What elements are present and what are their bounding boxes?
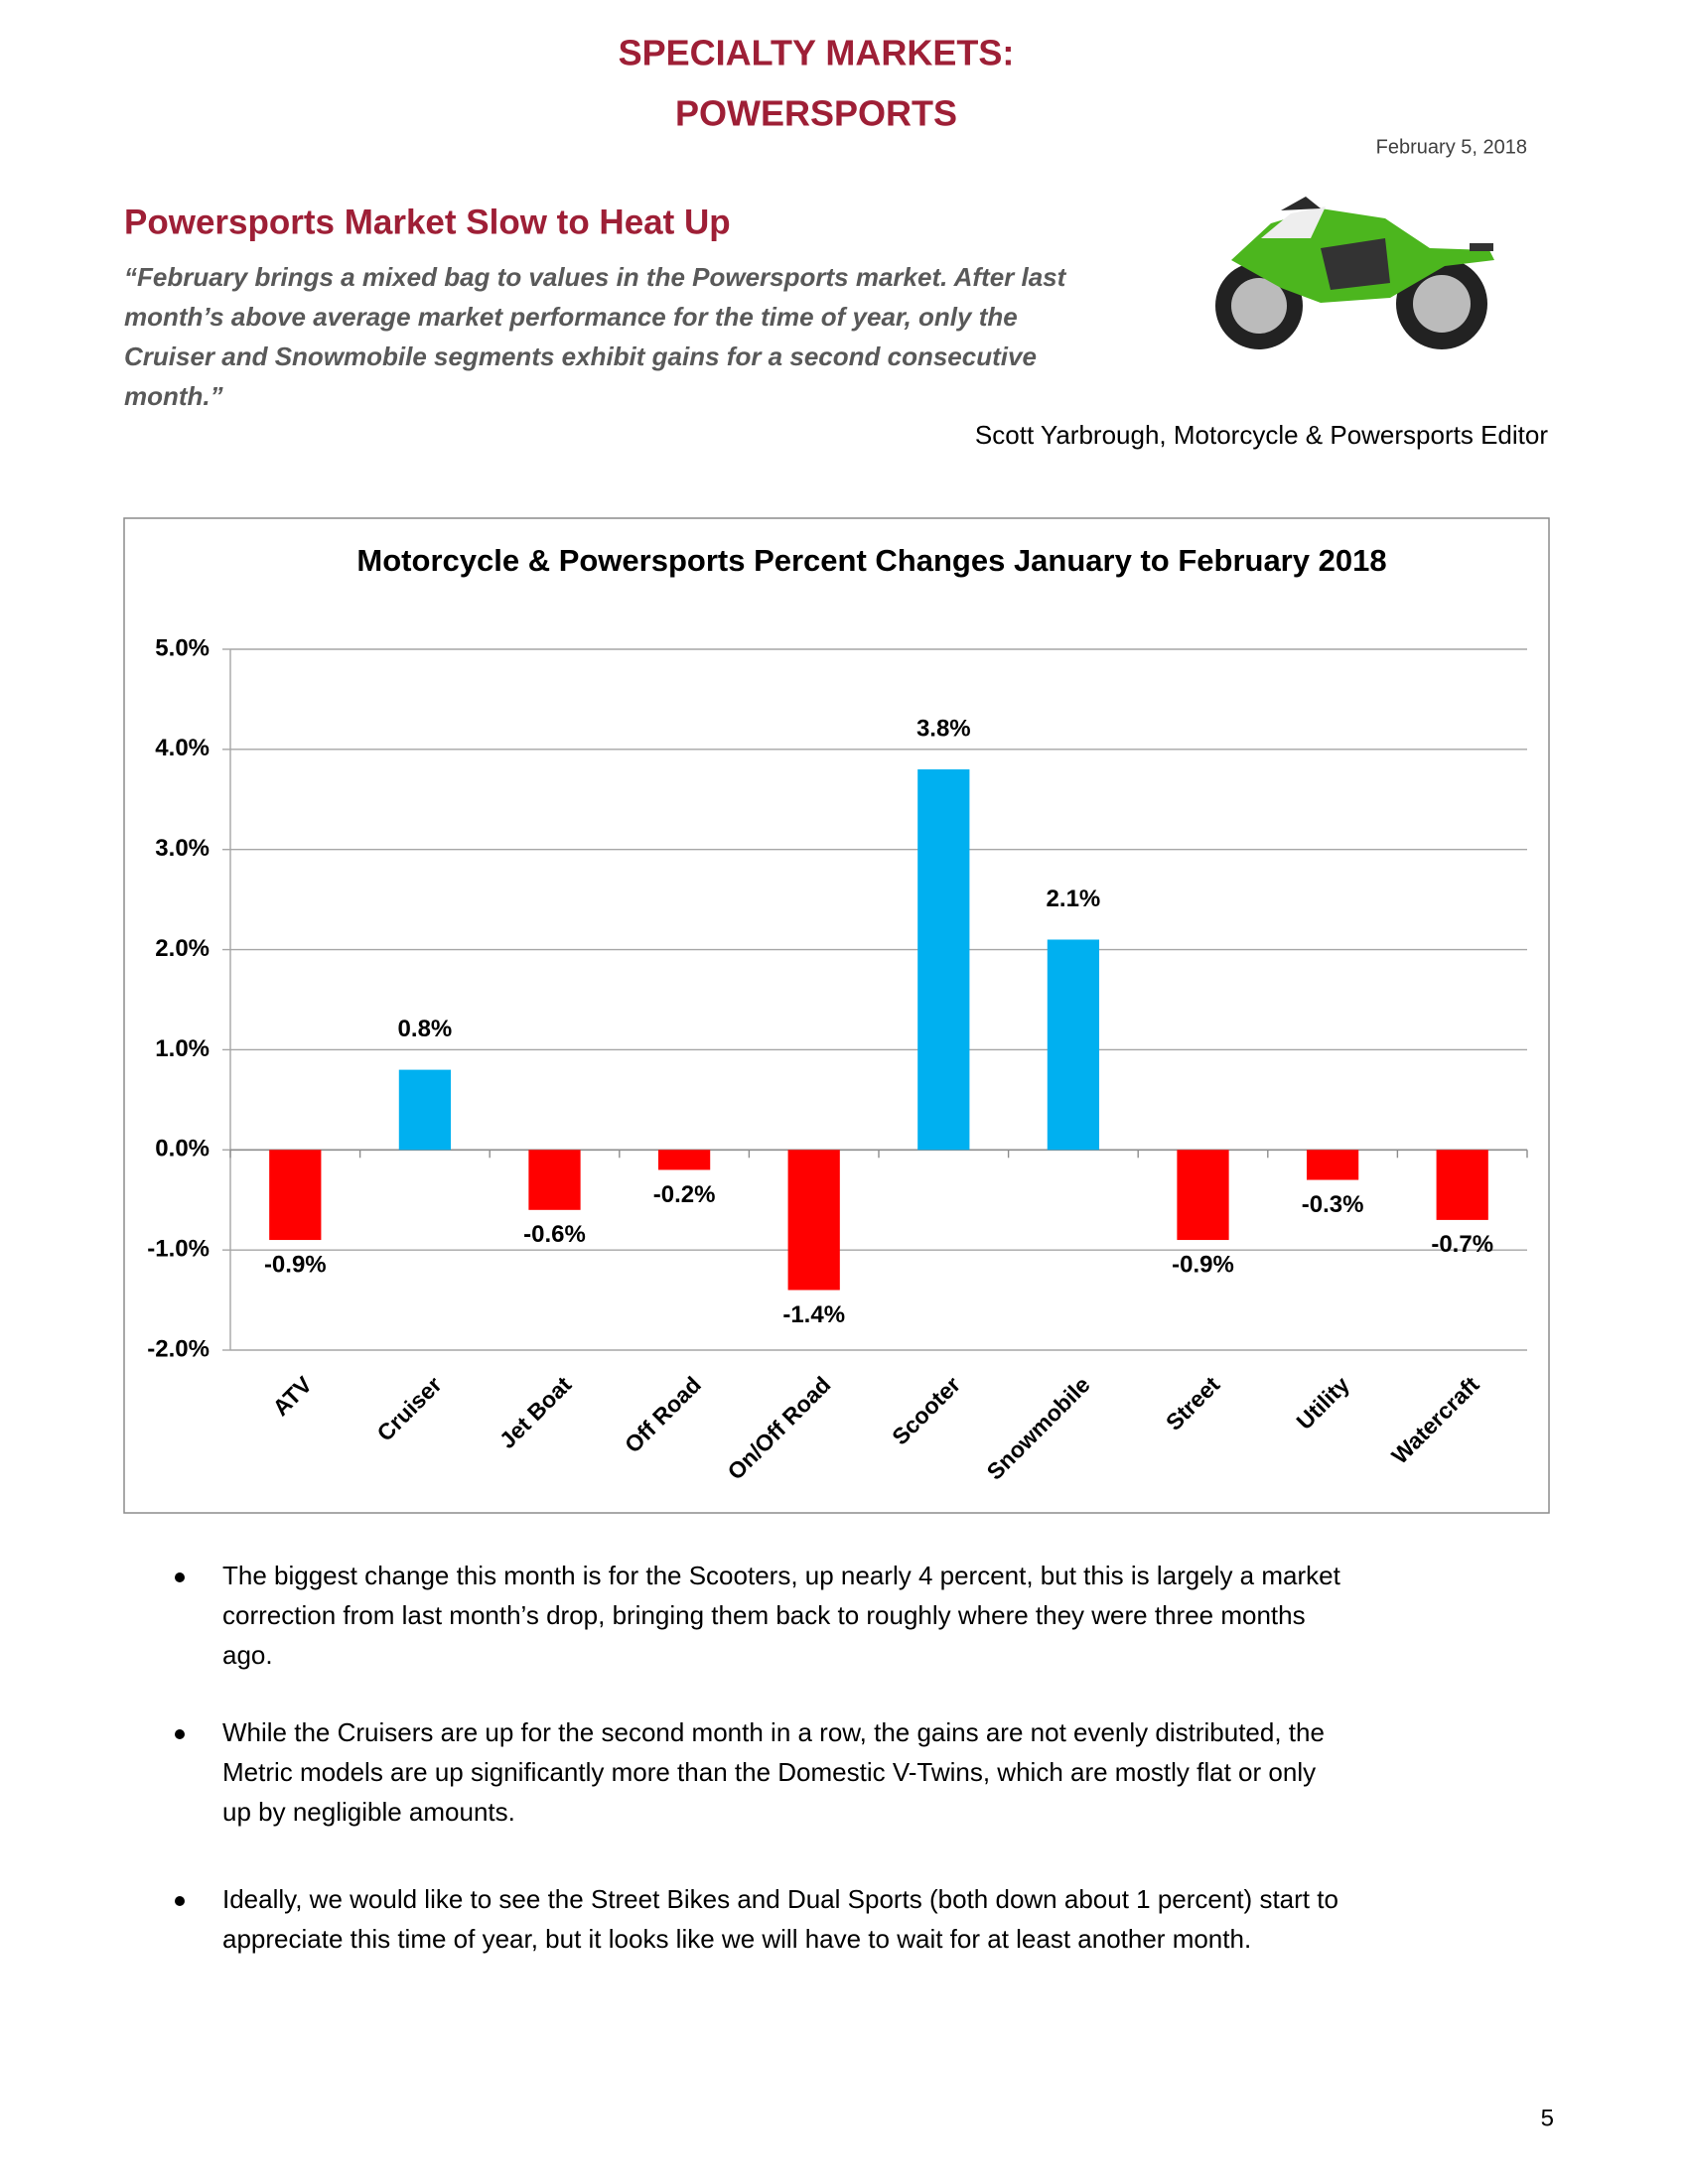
x-tick-label: Jet Boat — [494, 1371, 577, 1453]
date: February 5, 2018 — [1376, 136, 1527, 158]
bar — [1177, 1150, 1229, 1241]
bar — [1047, 939, 1100, 1151]
chart-title: Motorcycle & Powersports Percent Changes… — [356, 543, 1386, 578]
y-tick-label: -1.0% — [147, 1235, 210, 1262]
motorcycle-image — [1215, 197, 1494, 349]
x-tick-label: Utility — [1291, 1371, 1354, 1434]
data-label: -0.6% — [523, 1221, 586, 1248]
bullet-dot — [175, 1896, 185, 1906]
section-title: POWERSPORTS — [675, 93, 957, 134]
x-tick-label: Street — [1161, 1371, 1225, 1435]
bar — [528, 1150, 581, 1210]
bullet-text: Ideally, we would like to see the Street… — [222, 1884, 1338, 1914]
data-label: 3.8% — [916, 715, 971, 742]
y-tick-label: 0.0% — [155, 1136, 210, 1162]
bar — [269, 1150, 322, 1241]
bullet-text: While the Cruisers are up for the second… — [222, 1717, 1325, 1747]
y-tick-label: 4.0% — [155, 735, 210, 761]
x-tick-label: Snowmobile — [982, 1371, 1095, 1484]
section-title: SPECIALTY MARKETS: — [619, 33, 1015, 73]
page-number: 5 — [1541, 2105, 1554, 2131]
bullet-dot — [175, 1572, 185, 1582]
bullet-text: ago. — [222, 1640, 273, 1670]
data-label: -1.4% — [782, 1301, 845, 1328]
y-tick-label: -2.0% — [147, 1335, 210, 1362]
quote-line: month’s above average market performance… — [124, 302, 1018, 332]
bar — [398, 1069, 452, 1151]
x-tick-label: Watercraft — [1386, 1371, 1483, 1468]
data-label: 0.8% — [398, 1016, 453, 1042]
headline: Powersports Market Slow to Heat Up — [124, 203, 731, 241]
x-tick-label: On/Off Road — [722, 1371, 835, 1484]
bar — [657, 1150, 711, 1170]
bar — [787, 1150, 840, 1291]
bullet-text: Metric models are up significantly more … — [222, 1757, 1316, 1787]
bullet-text: up by negligible amounts. — [222, 1797, 515, 1827]
bar — [917, 769, 970, 1151]
data-label: -0.9% — [264, 1251, 327, 1278]
data-label: -0.7% — [1431, 1231, 1493, 1258]
bullet-text: correction from last month’s drop, bring… — [222, 1600, 1306, 1630]
data-label: -0.3% — [1302, 1191, 1364, 1218]
data-label: 2.1% — [1047, 886, 1101, 912]
quote-line: month.” — [124, 381, 223, 411]
x-tick-label: ATV — [267, 1371, 317, 1421]
y-tick-label: 2.0% — [155, 935, 210, 962]
data-label: -0.2% — [653, 1181, 716, 1208]
bar — [1436, 1150, 1488, 1220]
bullet-dot — [175, 1729, 185, 1739]
chart-border — [123, 517, 1550, 1514]
y-tick-label: 1.0% — [155, 1035, 210, 1062]
bullet-text: The biggest change this month is for the… — [222, 1561, 1341, 1590]
attribution: Scott Yarbrough, Motorcycle & Powersport… — [975, 420, 1548, 450]
bullet-text: appreciate this time of year, but it loo… — [222, 1924, 1251, 1954]
quote-line: “February brings a mixed bag to values i… — [124, 262, 1067, 292]
y-tick-label: 3.0% — [155, 835, 210, 862]
x-tick-label: Scooter — [887, 1371, 965, 1449]
x-tick-label: Cruiser — [371, 1371, 446, 1445]
data-label: -0.9% — [1172, 1251, 1234, 1278]
y-tick-label: 5.0% — [155, 634, 210, 661]
quote-line: Cruiser and Snowmobile segments exhibit … — [124, 341, 1037, 371]
bar — [1306, 1150, 1359, 1180]
x-tick-label: Off Road — [620, 1371, 706, 1457]
